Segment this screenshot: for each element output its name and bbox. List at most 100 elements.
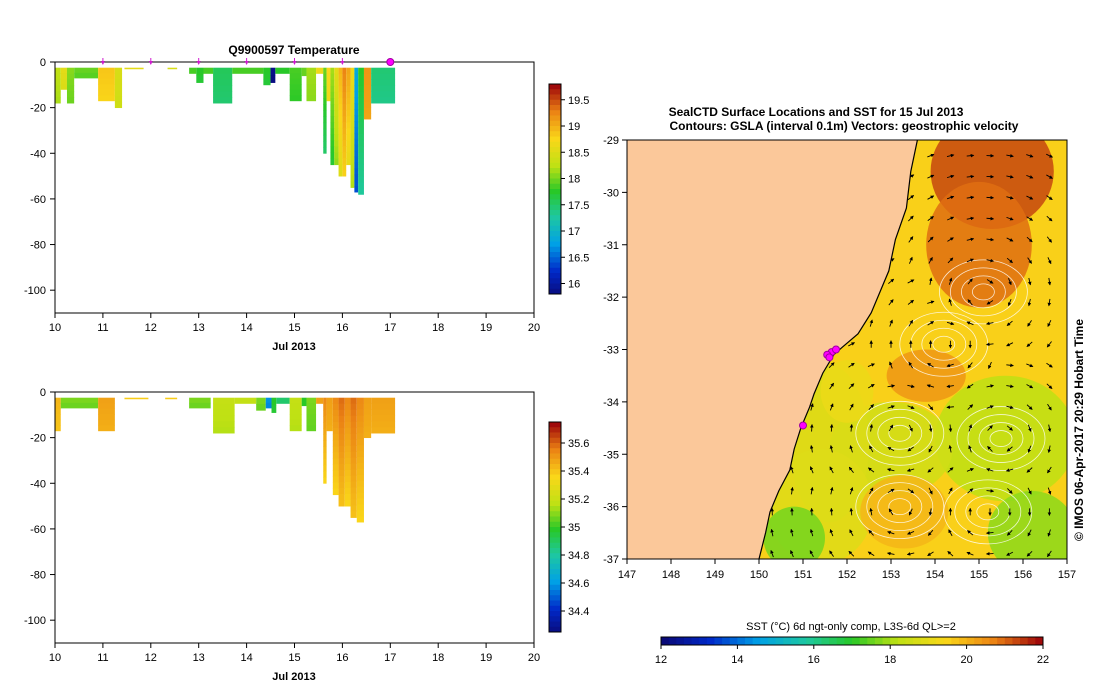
- profile-cell: [323, 122, 327, 130]
- x-tick-label: 11: [97, 652, 108, 664]
- day-marker-head: [100, 61, 105, 65]
- profile-cell: [213, 427, 235, 434]
- y-tick-label: -60: [30, 194, 46, 206]
- profile-cell: [323, 67, 327, 75]
- profile-cell: [338, 403, 345, 411]
- profile-cell: [350, 175, 355, 182]
- y-tick-label: -100: [24, 285, 46, 297]
- profile-cell: [332, 397, 339, 405]
- profile-cell: [338, 73, 343, 81]
- day-marker-head: [244, 61, 249, 65]
- profile-cell: [350, 427, 357, 435]
- profile-cell: [354, 121, 359, 128]
- y-tick-label: -80: [30, 240, 46, 252]
- velocity-arrow: [867, 383, 875, 389]
- profile-cell: [323, 446, 327, 454]
- velocity-arrow: [889, 361, 893, 369]
- velocity-arrow: [986, 216, 995, 221]
- y-tick-label: -40: [30, 478, 46, 490]
- profile-cell: [330, 146, 335, 153]
- velocity-arrow: [948, 487, 953, 495]
- profile-cell: [342, 139, 347, 147]
- profile-cell: [354, 91, 359, 98]
- colorbar-swatch: [813, 637, 822, 645]
- velocity-arrow: [886, 551, 895, 556]
- profile-cell: [342, 109, 347, 117]
- colorbar-swatch: [844, 637, 853, 645]
- colorbar-swatch: [1035, 637, 1044, 645]
- profile-cell: [356, 445, 364, 452]
- profile-cell: [74, 72, 99, 79]
- velocity-arrow: [927, 529, 934, 536]
- profile-cell: [350, 157, 355, 164]
- velocity-arrow: [1027, 445, 1032, 453]
- temperature-profiles: [55, 67, 396, 195]
- profile-cell: [350, 451, 357, 459]
- colorbar-swatch: [549, 574, 561, 580]
- profile-cell: [55, 419, 61, 426]
- profile-cell: [358, 121, 364, 129]
- colorbar-swatch: [549, 257, 561, 263]
- profile-cell: [323, 116, 327, 124]
- colorbar-swatch: [981, 637, 991, 645]
- velocity-arrow: [928, 445, 933, 453]
- velocity-arrow: [947, 216, 955, 221]
- colorbar-tick-label: 18: [568, 174, 580, 186]
- profile-cell: [114, 73, 123, 80]
- colorbar-tick-label: 16.5: [568, 252, 589, 264]
- profile-cell: [66, 79, 75, 86]
- profile-cell: [265, 397, 272, 404]
- velocity-arrow: [906, 552, 915, 556]
- colorbar-swatch: [549, 600, 561, 607]
- velocity-arrow: [986, 258, 995, 263]
- profile-cell: [356, 486, 364, 493]
- profile-cell: [346, 79, 351, 87]
- velocity-arrow: [1026, 236, 1033, 243]
- profile-cell: [344, 457, 351, 465]
- profile-cell: [363, 73, 372, 80]
- sst-map-panel: SealCTD Surface Locations and SST for 15…: [603, 105, 1086, 666]
- profile-cell: [213, 67, 233, 74]
- colorbar-swatch: [549, 590, 561, 596]
- velocity-arrow: [1047, 277, 1052, 286]
- colorbar-swatch: [549, 579, 561, 586]
- profile-cell: [342, 67, 347, 75]
- profile-cell: [326, 425, 333, 432]
- velocity-arrow: [927, 300, 935, 304]
- profile-cell: [356, 504, 364, 511]
- profile-cell: [350, 145, 355, 152]
- profile-cell: [358, 97, 364, 105]
- map-latitude-axis: -29 -30 -31 -32 -33 -34 -35 -36 -37: [603, 135, 627, 566]
- velocity-arrow: [810, 403, 814, 411]
- velocity-arrow: [1046, 174, 1053, 179]
- colorbar-swatch: [821, 637, 830, 645]
- lat-tick-label: -36: [603, 502, 619, 514]
- colorbar-tick-label: 17: [568, 226, 580, 238]
- velocity-arrow: [829, 550, 834, 557]
- profile-cell: [55, 414, 61, 421]
- gsla-contour: [855, 400, 945, 466]
- velocity-arrow: [928, 424, 933, 433]
- gsla-contour: [956, 406, 1046, 471]
- velocity-arrow: [1046, 236, 1052, 243]
- colorbar-swatch: [691, 637, 700, 645]
- x-tick-label: 10: [49, 652, 61, 664]
- profile-cell: [338, 433, 345, 441]
- velocity-arrow: [1005, 468, 1014, 472]
- colorbar-swatch: [549, 236, 561, 242]
- velocity-arrow: [1026, 363, 1034, 368]
- lat-tick-label: -35: [603, 449, 619, 461]
- colorbar-swatch: [549, 558, 561, 565]
- colorbar-swatch: [549, 278, 561, 284]
- velocity-arrow: [1027, 320, 1032, 327]
- y-tick-label: -100: [24, 615, 46, 627]
- colorbar-swatch: [549, 136, 561, 143]
- velocity-arrow: [829, 445, 834, 453]
- profile-cell: [330, 85, 335, 93]
- profile-cell: [323, 416, 327, 423]
- velocity-arrow: [946, 153, 955, 158]
- profile-cell: [354, 156, 359, 163]
- velocity-arrow: [867, 467, 875, 473]
- profile-cell: [55, 403, 61, 410]
- colorbar-tick-label: 34.8: [568, 550, 589, 562]
